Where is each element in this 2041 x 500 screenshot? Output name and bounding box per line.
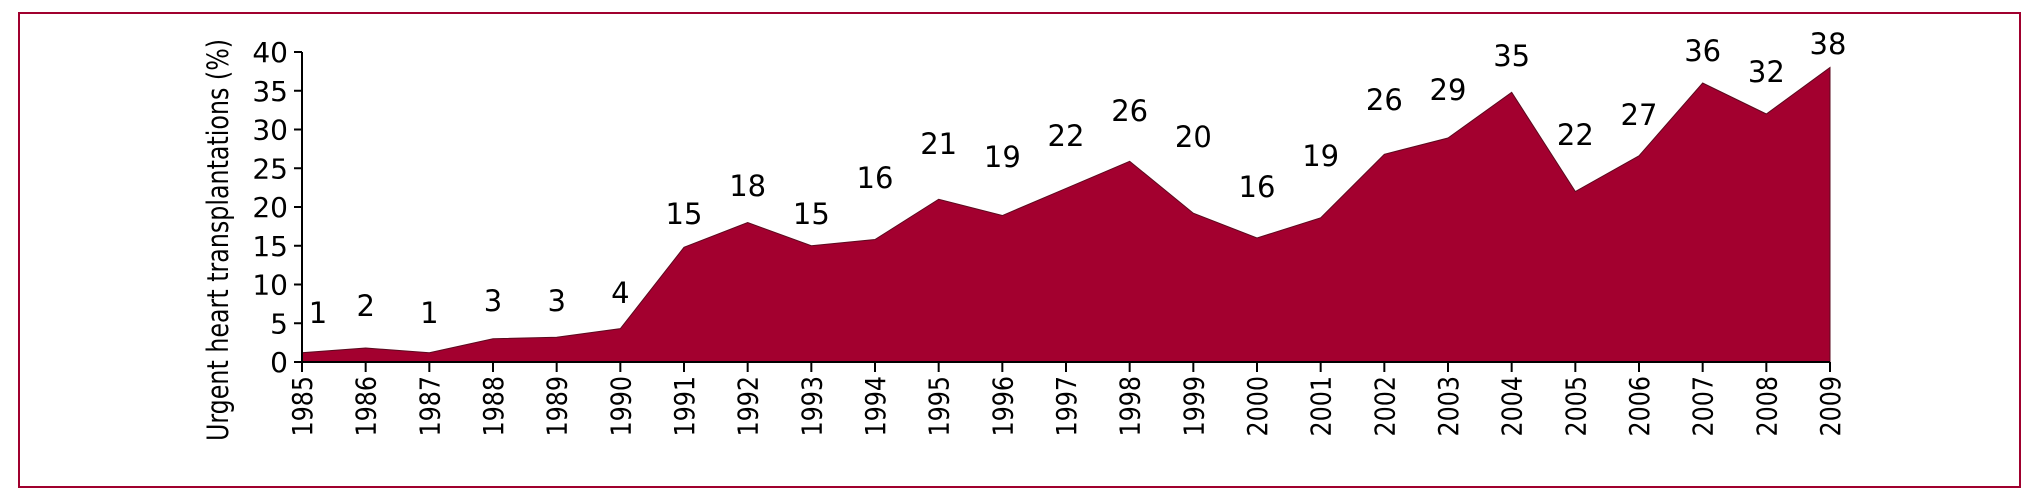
x-tick-label: 1986 (351, 376, 383, 437)
x-tick-label: 1985 (287, 376, 319, 437)
x-tick-label: 2008 (1752, 376, 1784, 437)
data-label: 22 (1557, 118, 1594, 152)
x-tick-label: 2007 (1688, 376, 1720, 437)
x-tick-label: 1995 (924, 376, 956, 437)
data-label: 18 (729, 169, 766, 203)
x-tick-label: 2009 (1815, 376, 1847, 437)
y-tick-label: 40 (252, 36, 288, 69)
data-label: 2 (356, 289, 374, 323)
x-tick-label: 1990 (606, 376, 638, 437)
x-axis: 1985 1986 1987 1988 1989 1990 1991 1992 1993 1994… (287, 361, 1848, 437)
x-tick-label: 1997 (1051, 376, 1083, 437)
y-tick-label: 5 (270, 307, 288, 340)
data-label: 38 (1810, 27, 1847, 61)
data-label: 29 (1430, 73, 1467, 107)
x-tick-label: 1996 (988, 376, 1020, 437)
x-tick-label: 2005 (1561, 376, 1593, 437)
y-tick-label: 0 (270, 346, 288, 379)
y-axis-label: Urgent heart transplantations (%) (202, 39, 236, 441)
x-tick-label: 1989 (542, 376, 574, 437)
y-tick-label: 35 (252, 75, 288, 108)
x-tick-label: 2000 (1242, 376, 1274, 437)
data-label: 36 (1684, 34, 1721, 68)
figure-frame (18, 12, 2021, 488)
x-tick-label: 2006 (1624, 376, 1656, 437)
x-tick-label: 2004 (1497, 376, 1529, 437)
x-tick-label: 1999 (1179, 376, 1211, 437)
x-tick-label: 1994 (860, 376, 892, 437)
data-label: 19 (984, 140, 1021, 174)
data-label: 1 (420, 296, 438, 330)
y-tick-label: 15 (252, 230, 288, 263)
data-label: 15 (793, 197, 830, 231)
x-tick-label: 1991 (669, 376, 701, 437)
x-tick-label: 2001 (1306, 376, 1338, 437)
y-tick-label: 30 (252, 114, 288, 147)
data-label: 20 (1175, 120, 1212, 154)
data-label: 21 (920, 127, 957, 161)
data-label: 26 (1111, 94, 1148, 128)
data-label: 3 (547, 284, 565, 318)
data-label: 4 (611, 276, 629, 310)
data-label: 1 (309, 296, 327, 330)
data-label: 35 (1493, 39, 1530, 73)
area-series (301, 66, 1831, 363)
x-tick-label: 2002 (1370, 376, 1402, 437)
data-label: 15 (666, 197, 703, 231)
data-label: 27 (1621, 98, 1658, 132)
data-label: 16 (1239, 170, 1276, 204)
y-tick-label: 10 (252, 269, 288, 302)
y-tick-label: 20 (252, 191, 288, 224)
x-tick-label: 2003 (1433, 376, 1465, 437)
x-tick-label: 1998 (1115, 376, 1147, 437)
data-label: 22 (1048, 119, 1085, 153)
y-tick-label: 25 (252, 152, 288, 185)
data-label: 16 (857, 161, 894, 195)
x-tick-label: 1992 (733, 376, 765, 437)
data-label: 26 (1366, 83, 1403, 117)
data-label: 19 (1302, 139, 1339, 173)
x-tick-label: 1987 (415, 376, 447, 437)
data-label: 3 (484, 284, 502, 318)
data-label: 32 (1748, 55, 1785, 89)
y-axis: 0 5 10 15 20 25 30 35 40 (252, 36, 303, 379)
x-tick-label: 1988 (478, 376, 510, 437)
x-tick-label: 1993 (797, 376, 829, 437)
